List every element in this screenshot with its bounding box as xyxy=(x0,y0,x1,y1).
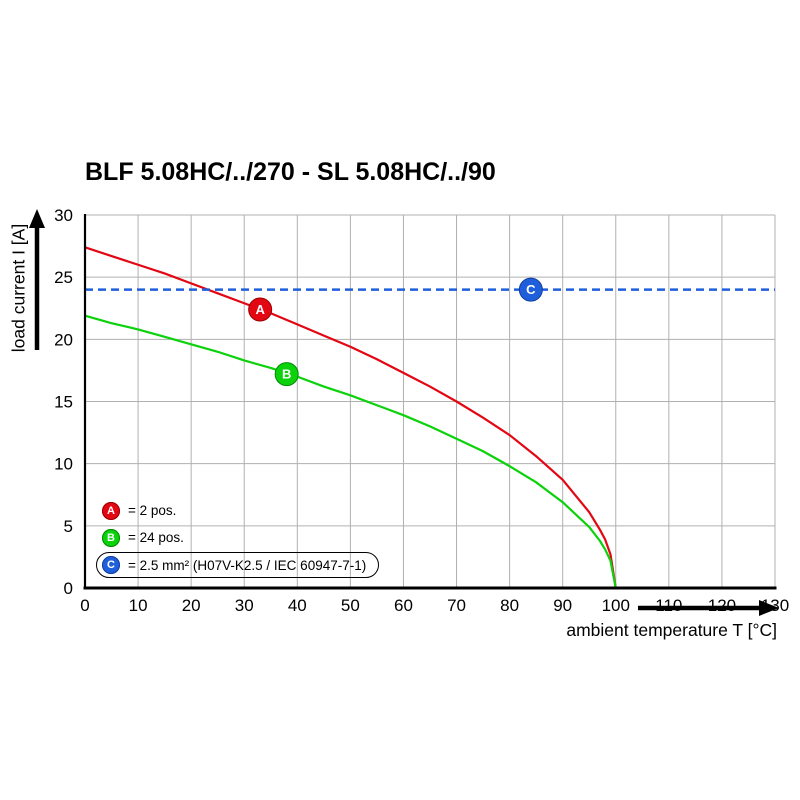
y-axis-arrow-head-icon xyxy=(29,209,45,228)
x-tick-label: 70 xyxy=(447,596,466,615)
legend-label-a: = 2 pos. xyxy=(128,503,177,518)
series-c-marker-icon: C xyxy=(102,556,120,574)
y-tick-label: 20 xyxy=(54,330,73,349)
marker-C-icon xyxy=(518,277,543,302)
x-tick-label: 50 xyxy=(341,596,360,615)
series-A-curve xyxy=(84,246,617,589)
series-b-marker-icon: B xyxy=(102,528,120,547)
x-tick-label: 80 xyxy=(500,596,519,615)
series-a-marker-icon: A xyxy=(102,501,120,520)
x-tick-label: 0 xyxy=(80,596,89,615)
x-tick-label: 60 xyxy=(394,596,413,615)
marker-B-icon xyxy=(274,362,299,387)
x-tick-label: 90 xyxy=(553,596,572,615)
x-tick-label: 30 xyxy=(235,596,254,615)
marker-letter-C: C xyxy=(526,282,536,297)
marker-letter-B: B xyxy=(282,367,291,382)
y-tick-label: 25 xyxy=(54,268,73,287)
legend-label-b: = 24 pos. xyxy=(128,530,184,545)
x-axis-label: ambient temperature T [°C] xyxy=(566,620,777,640)
x-tick-label: 40 xyxy=(288,596,307,615)
x-tick-label: 20 xyxy=(182,596,201,615)
y-tick-label: 10 xyxy=(54,455,73,474)
x-axis-arrow-head-icon xyxy=(759,600,779,616)
y-tick-label: 5 xyxy=(64,517,73,536)
x-tick-label: 100 xyxy=(602,596,630,615)
chart-legend: A = 2 pos. B = 24 pos. C = 2.5 mm² (H07V… xyxy=(96,498,380,578)
legend-item-c: C = 2.5 mm² (H07V-K2.5 / IEC 60947-7-1) xyxy=(96,552,380,578)
legend-item-a: A = 2 pos. xyxy=(96,498,176,523)
legend-label-c: = 2.5 mm² (H07V-K2.5 / IEC 60947-7-1) xyxy=(128,557,367,573)
y-tick-label: 30 xyxy=(54,206,73,225)
marker-A-icon xyxy=(248,297,273,322)
series-B-curve xyxy=(84,314,617,589)
x-tick-label: 120 xyxy=(708,596,736,615)
x-tick-label: 10 xyxy=(129,596,148,615)
y-tick-label: 15 xyxy=(54,393,73,412)
y-tick-label: 0 xyxy=(64,579,73,598)
x-tick-label: 110 xyxy=(655,596,682,615)
marker-letter-A: A xyxy=(255,302,265,317)
legend-item-b: B = 24 pos. xyxy=(96,525,184,550)
chart-title: BLF 5.08HC/../270 - SL 5.08HC/../90 xyxy=(85,158,496,186)
